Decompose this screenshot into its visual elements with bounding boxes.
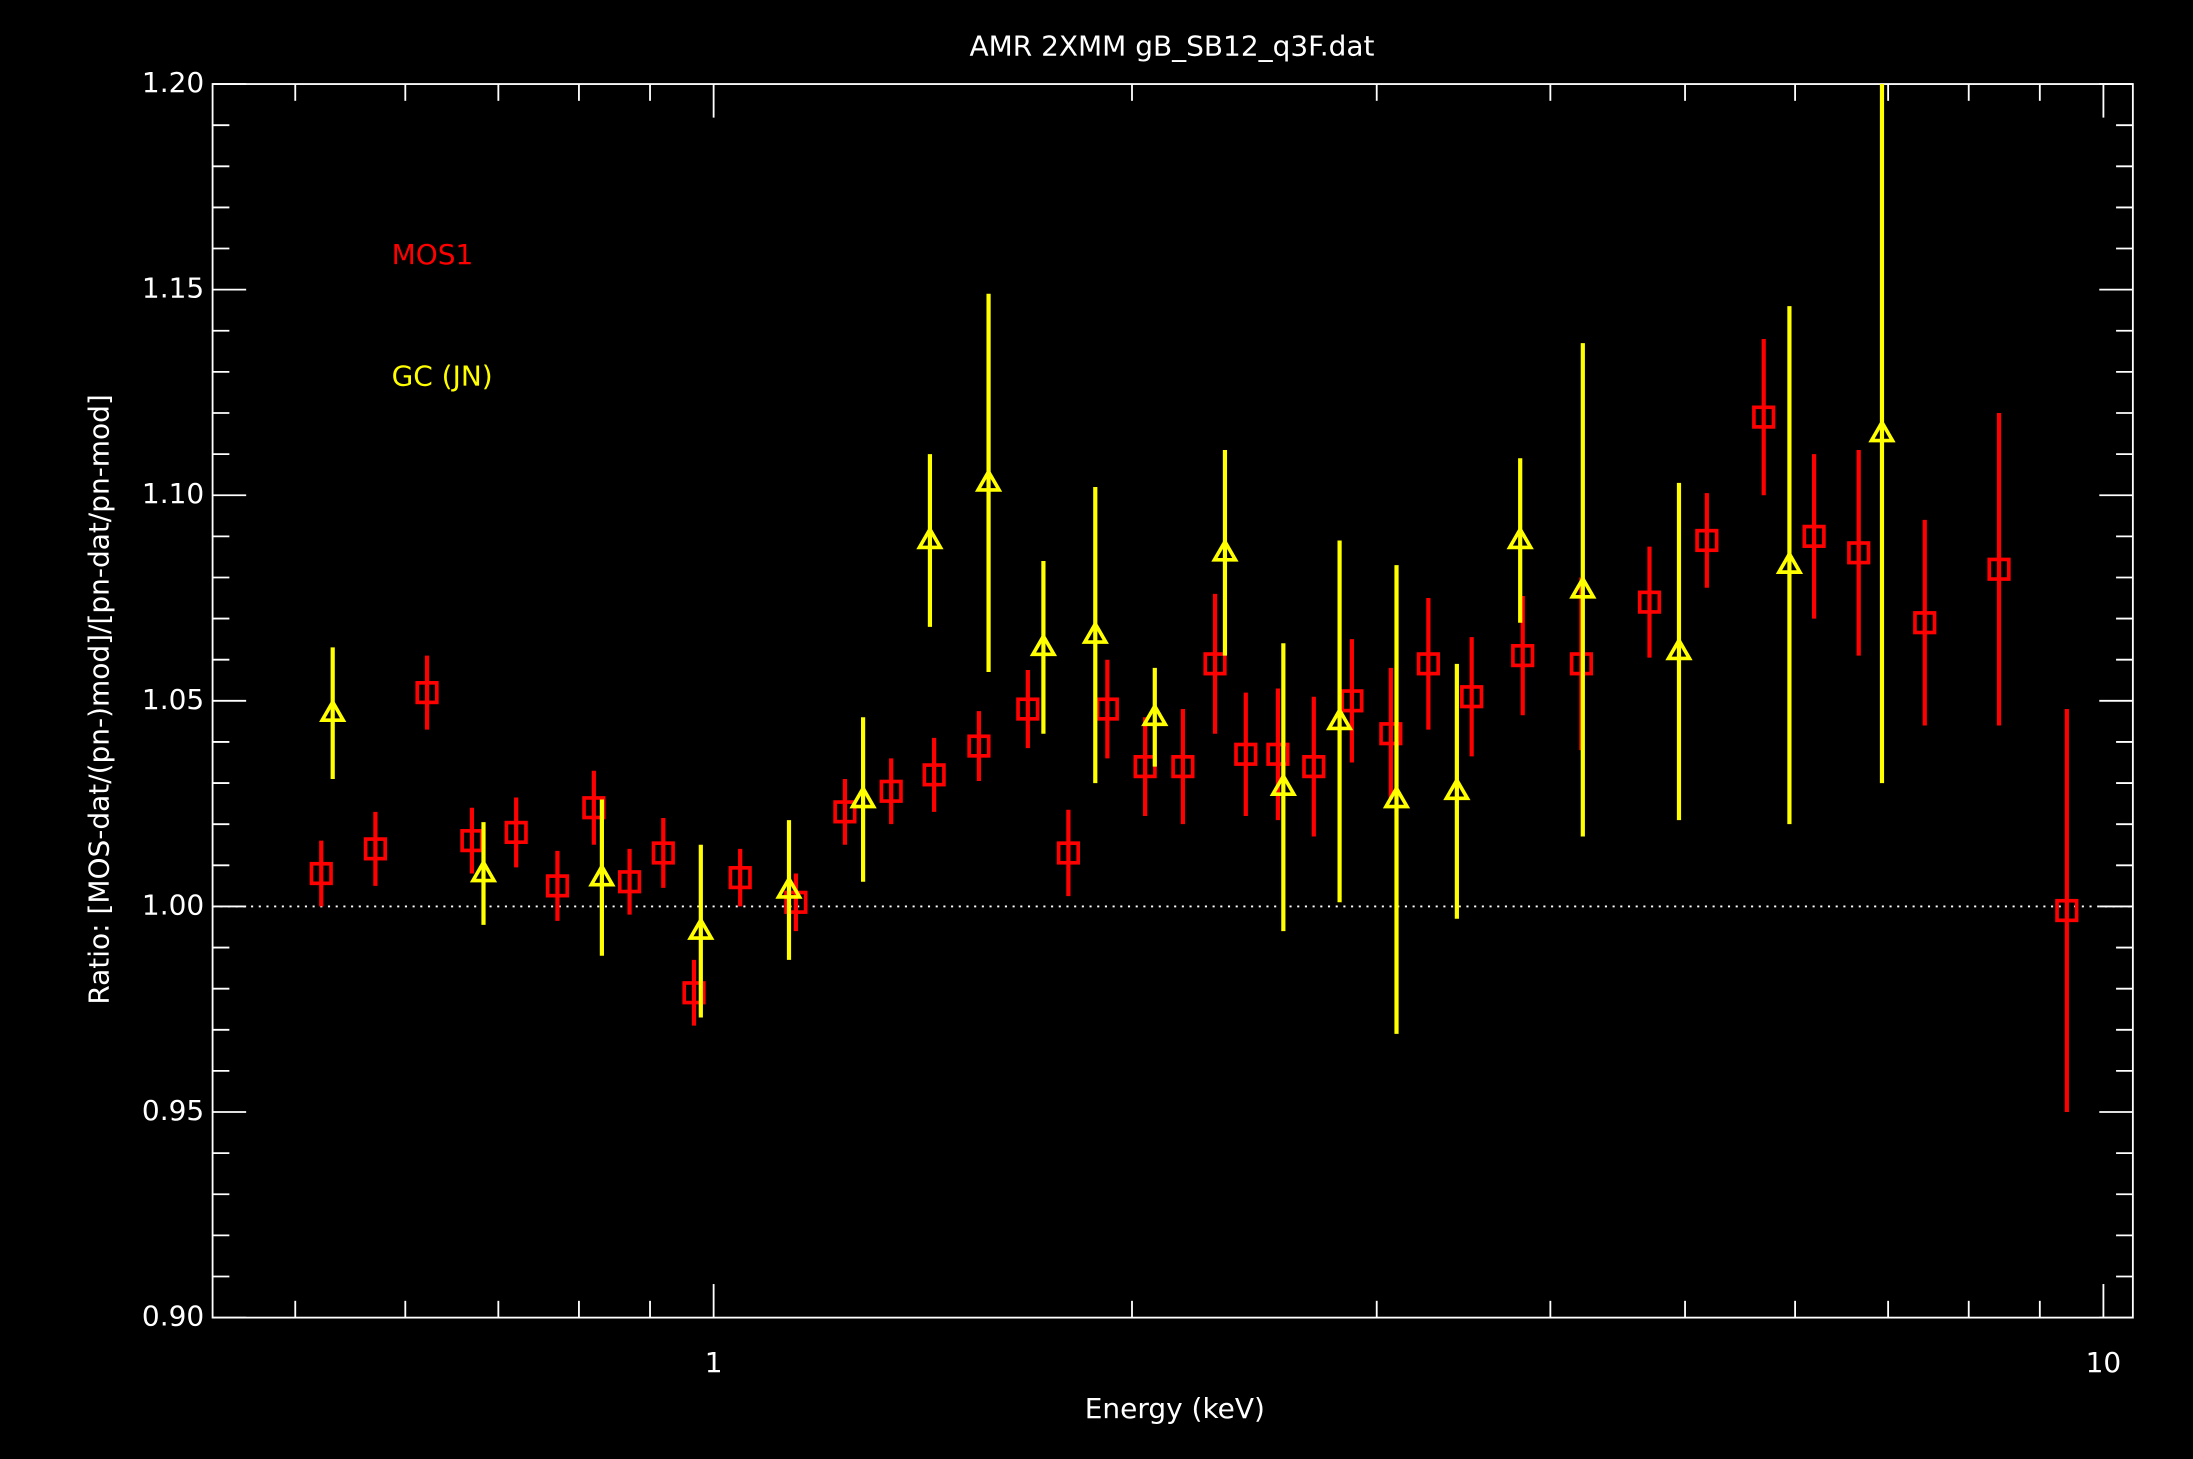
data-point	[651, 841, 675, 865]
data-point	[1416, 652, 1440, 676]
data-point	[1569, 574, 1597, 599]
data-point	[1913, 611, 1937, 635]
data-point	[849, 784, 877, 809]
y-tick-label: 1.15	[142, 272, 204, 305]
data-point	[687, 916, 715, 940]
data-point	[1665, 636, 1693, 661]
x-axis-label: Energy (keV)	[1085, 1392, 1265, 1425]
data-point	[1266, 742, 1290, 766]
data-point	[728, 866, 752, 890]
data-point	[775, 875, 803, 899]
data-point	[1443, 776, 1471, 801]
data-point	[363, 837, 388, 861]
data-point	[1211, 537, 1239, 562]
data-point	[545, 874, 570, 898]
data-point	[1095, 697, 1119, 721]
data-point	[319, 698, 347, 722]
data-point	[967, 734, 991, 758]
data-point	[916, 525, 944, 550]
y-tick-label: 0.95	[142, 1094, 204, 1127]
data-point	[1847, 541, 1871, 565]
y-tick-label: 1.10	[142, 477, 204, 510]
data-point	[1325, 706, 1354, 731]
chart-title: AMR 2XMM gB_SB12_q3F.dat	[970, 30, 1375, 63]
data-point	[1016, 697, 1040, 721]
data-point	[1382, 784, 1411, 809]
y-tick-label: 1.05	[142, 683, 204, 716]
data-point	[1340, 689, 1364, 713]
data-point	[1752, 405, 1776, 429]
y-tick-label: 0.90	[142, 1300, 204, 1333]
data-point	[415, 680, 439, 705]
data-point	[1203, 652, 1227, 676]
data-point	[1234, 742, 1258, 766]
data-point	[1081, 620, 1109, 644]
y-tick-label: 1.20	[142, 66, 204, 99]
data-point	[1506, 525, 1534, 550]
data-point	[1269, 772, 1297, 796]
data-point	[833, 800, 857, 824]
data-point	[1637, 590, 1662, 614]
data-point	[1775, 550, 1804, 574]
data-point	[1141, 702, 1169, 727]
data-point	[2055, 898, 2079, 923]
data-point	[1511, 643, 1535, 668]
data-point	[682, 981, 706, 1005]
y-axis-label: Ratio: [MOS-dat/(pn-)mod]/[pn-dat/pn-mod…	[83, 394, 116, 1005]
data-point	[588, 862, 616, 887]
y-tick-label: 1.00	[142, 888, 204, 921]
data-point	[1987, 557, 2011, 581]
x-tick-label: 10	[2086, 1346, 2122, 1379]
data-point	[974, 468, 1003, 492]
x-tick-label: 1	[705, 1346, 723, 1379]
data-point	[922, 763, 946, 787]
legend-label: GC (JN)	[392, 360, 493, 393]
data-point	[1379, 722, 1403, 746]
data-point	[504, 820, 528, 845]
data-point	[1056, 841, 1081, 865]
data-point	[1171, 755, 1195, 779]
data-point	[1802, 524, 1826, 548]
data-point	[1029, 632, 1058, 657]
data-point	[617, 870, 642, 894]
data-point	[309, 861, 333, 886]
data-point	[469, 858, 498, 883]
data-point	[1460, 685, 1484, 709]
legend-label: MOS1	[392, 238, 474, 271]
data-point	[879, 779, 903, 803]
data-point	[1868, 418, 1896, 443]
data-point	[1695, 528, 1719, 553]
data-point	[1302, 755, 1326, 779]
